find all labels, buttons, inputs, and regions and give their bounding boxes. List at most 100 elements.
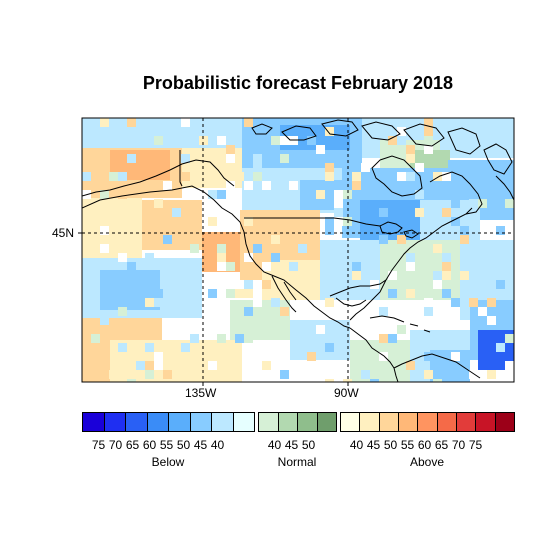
probability-cell (217, 244, 226, 253)
probability-cell (127, 379, 136, 382)
probability-cell (145, 253, 154, 262)
probability-cell (163, 235, 172, 244)
probability-cell (334, 208, 343, 217)
probability-cell (397, 235, 406, 244)
probability-cell (199, 136, 208, 145)
probability-cell (172, 208, 181, 217)
probability-cell (397, 127, 406, 136)
probability-cell (433, 271, 442, 280)
probability-cell (244, 190, 253, 199)
caribbean-islands (369, 315, 431, 333)
probability-cell (505, 361, 514, 370)
probability-cell (361, 352, 370, 361)
probability-cell (100, 316, 109, 325)
probability-cell (271, 253, 280, 262)
probability-cell (424, 118, 433, 127)
probability-cell (325, 163, 334, 172)
probability-cell (469, 370, 478, 379)
probability-cell (325, 298, 334, 307)
probability-cell (181, 352, 190, 361)
probability-cell (487, 370, 496, 379)
probability-cell (460, 226, 469, 235)
probability-cell (118, 343, 127, 352)
probability-cell (145, 343, 154, 352)
probability-cell (109, 217, 118, 226)
probability-cell (154, 361, 163, 370)
probability-cell (442, 271, 451, 280)
probability-cell (262, 280, 271, 289)
probability-cell (460, 271, 469, 280)
great-lakes (379, 221, 419, 239)
legend-below-tick: 60 (142, 438, 157, 452)
probability-cell (244, 289, 253, 298)
map-frame (81, 117, 515, 383)
probability-cell (406, 145, 415, 154)
probability-cell (235, 172, 244, 181)
probability-cell (181, 172, 190, 181)
probability-cell (388, 271, 397, 280)
probability-cell (388, 289, 397, 298)
alaska-canada-border (179, 150, 183, 187)
probability-cell (154, 289, 163, 298)
probability-cell (289, 181, 298, 190)
probability-cell (478, 307, 487, 316)
legend-normal-swatch-1 (277, 412, 298, 432)
probability-cell (307, 136, 316, 145)
probability-cell (379, 208, 388, 217)
arctic-islands (251, 119, 513, 175)
probability-cell (217, 136, 226, 145)
probability-cell (118, 190, 127, 199)
baja-peninsula (271, 275, 297, 313)
probability-cell (406, 289, 415, 298)
probability-cell (487, 298, 496, 307)
legend-below-swatch-5 (189, 412, 212, 432)
legend-above-swatch-6 (455, 412, 477, 432)
probability-cell (379, 235, 388, 244)
probability-cell (298, 244, 307, 253)
legend-above-swatches (340, 412, 515, 434)
probability-cell (415, 190, 424, 199)
probability-cell (307, 352, 316, 361)
canada-us-border (244, 217, 381, 227)
greenland-coast (495, 175, 514, 201)
probability-cell (316, 190, 325, 199)
probability-cell (190, 244, 199, 253)
probability-cell (505, 199, 514, 208)
probability-cell (253, 172, 262, 181)
probability-cell (253, 154, 262, 163)
legend-above-swatch-7 (475, 412, 496, 432)
probability-cell (91, 307, 100, 316)
graticule (82, 118, 514, 382)
legend-normal-tick: 45 (284, 438, 299, 452)
probability-cell (181, 343, 190, 352)
probability-cell (496, 343, 505, 352)
probability-cell (424, 352, 433, 361)
lon-label-135w: 135W (185, 386, 217, 400)
probability-cell (244, 280, 253, 289)
probability-cell (100, 226, 109, 235)
probability-cell (433, 172, 442, 181)
probability-cell (145, 370, 154, 379)
probability-cell (370, 280, 379, 289)
probability-cell (190, 334, 199, 343)
legend-below-swatch-4 (168, 412, 191, 432)
probability-cell (226, 145, 235, 154)
legend-above-tick: 45 (366, 438, 381, 452)
legend-above-tick: 60 (417, 438, 432, 452)
probability-cell (379, 334, 388, 343)
probability-cell (154, 199, 163, 208)
legend-below-label: Below (151, 455, 185, 469)
lon-label-90w: 90W (334, 386, 359, 400)
probability-cell (145, 298, 154, 307)
probability-cell (406, 262, 415, 271)
probability-cell (244, 217, 253, 226)
probability-cell (100, 244, 109, 253)
legend-below-ticks: 75 70 65 60 55 50 45 40 (90, 438, 226, 452)
probability-cell (280, 307, 289, 316)
probability-cells (82, 118, 514, 382)
probability-cell (424, 307, 433, 316)
probability-cell (316, 181, 325, 190)
probability-cell (352, 262, 361, 271)
probability-cell (262, 181, 271, 190)
